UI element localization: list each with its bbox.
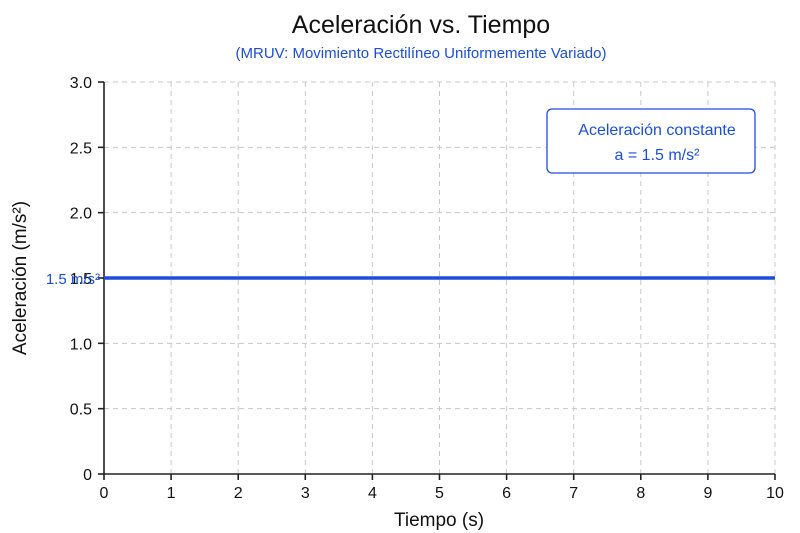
annotation-line-1: Aceleración constante — [578, 122, 736, 139]
x-tick-label: 2 — [234, 485, 243, 502]
chart-title: Aceleración vs. Tiempo — [292, 11, 550, 39]
x-tick-label: 8 — [636, 485, 645, 502]
y-tick-label: 1.0 — [70, 336, 92, 353]
x-tick-label: 3 — [301, 485, 310, 502]
x-tick-label: 6 — [502, 485, 511, 502]
x-tick-label: 9 — [703, 485, 712, 502]
y-tick-label: 0 — [83, 467, 92, 484]
chart-subtitle: (MRUV: Movimiento Rectilíneo Uniformemen… — [236, 45, 607, 62]
x-tick-label: 5 — [435, 485, 444, 502]
x-tick-labels: 0 1 2 3 4 5 6 7 8 9 10 — [100, 485, 784, 502]
x-tick-label: 7 — [569, 485, 578, 502]
y-tick-label: 2.0 — [70, 206, 92, 223]
y-tick-label: 0.5 — [70, 402, 92, 419]
y-tick-label: 3.0 — [70, 75, 92, 92]
y-tick-label: 1.5 — [70, 271, 92, 288]
x-tick-label: 10 — [766, 485, 784, 502]
y-tick-labels: 0 0.5 1.0 1.5 2.0 2.5 3.0 — [70, 75, 92, 484]
annotation-line-2: a = 1.5 m/s² — [615, 147, 701, 164]
y-axis-label: Aceleración (m/s²) — [10, 201, 31, 355]
x-axis-label: Tiempo (s) — [394, 510, 484, 531]
x-tick-label: 4 — [368, 485, 377, 502]
x-tick-label: 0 — [100, 485, 109, 502]
line-value-label: 1.5 m/s² — [46, 271, 100, 288]
annotation-box: Aceleración constante a = 1.5 m/s² — [546, 108, 756, 174]
x-tick-label: 1 — [167, 485, 176, 502]
y-tick-label: 2.5 — [70, 140, 92, 157]
